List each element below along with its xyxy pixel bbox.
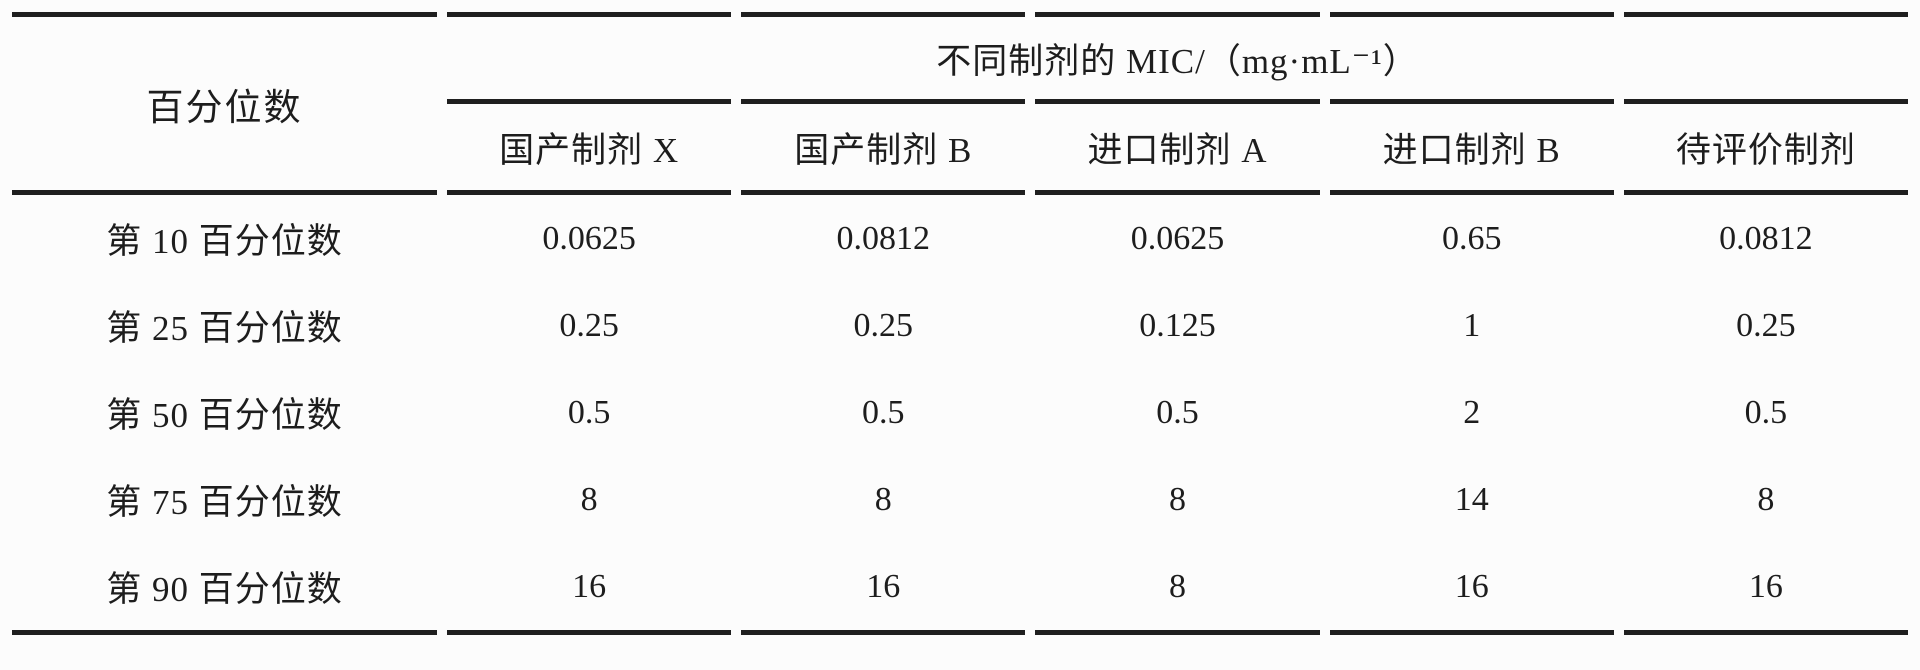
rule-mid-segment bbox=[447, 99, 732, 104]
cell-value: 16 bbox=[572, 567, 607, 605]
cell-value: 0.0625 bbox=[1130, 219, 1225, 257]
cell-value: 0.5 bbox=[567, 393, 611, 431]
cell-value: 0.25 bbox=[559, 306, 619, 344]
rule-mid-segment bbox=[1329, 99, 1614, 104]
cell-value: 0.25 bbox=[1736, 306, 1796, 344]
row-label: 第 25 百分位数 bbox=[106, 309, 343, 348]
cell-value: 0.125 bbox=[1139, 306, 1216, 344]
cell-value: 0.5 bbox=[1744, 393, 1788, 431]
rule-header-segment bbox=[1623, 190, 1908, 195]
rule-top-segment bbox=[1035, 12, 1320, 17]
row-label: 第 90 百分位数 bbox=[106, 570, 343, 609]
cell-value: 0.5 bbox=[862, 393, 905, 431]
cell-value: 14 bbox=[1454, 480, 1489, 518]
rule-bottom-segment bbox=[1623, 630, 1908, 635]
column-header: 国产制剂 X bbox=[499, 130, 680, 170]
rule-mid-segment bbox=[741, 99, 1026, 104]
cell-value: 8 bbox=[1168, 480, 1186, 518]
rule-bottom-segment bbox=[1035, 630, 1320, 635]
cell-value: 0.0812 bbox=[836, 219, 931, 257]
rule-top-segment bbox=[741, 12, 1026, 17]
rule-bottom-segment bbox=[12, 630, 437, 635]
rule-header-segment bbox=[1035, 190, 1320, 195]
rule-top-segment bbox=[447, 12, 732, 17]
cell-value: 0.65 bbox=[1441, 219, 1502, 257]
rule-top-segment bbox=[1623, 12, 1908, 17]
span-header: 不同制剂的 MIC/（mg·mL⁻¹） bbox=[936, 41, 1419, 81]
rule-header-segment bbox=[447, 190, 732, 195]
column-header: 进口制剂 A bbox=[1087, 130, 1268, 170]
cell-value: 8 bbox=[580, 480, 598, 518]
corner-header: 百分位数 bbox=[146, 87, 303, 129]
cell-value: 0.0812 bbox=[1719, 219, 1813, 257]
rule-mid-segment bbox=[1035, 99, 1320, 104]
cell-value: 1 bbox=[1463, 306, 1481, 344]
rule-bottom-segment bbox=[741, 630, 1026, 635]
column-header: 国产制剂 B bbox=[794, 130, 973, 170]
rule-top-segment bbox=[1329, 12, 1614, 17]
rule-bottom-segment bbox=[447, 630, 732, 635]
column-header: 进口制剂 B bbox=[1382, 130, 1561, 170]
rule-header-segment bbox=[741, 190, 1026, 195]
row-label: 第 50 百分位数 bbox=[106, 396, 343, 435]
cell-value: 8 bbox=[874, 480, 892, 518]
cell-value: 8 bbox=[1168, 567, 1186, 605]
rule-bottom-segment bbox=[1329, 630, 1614, 635]
rule-header-segment bbox=[1329, 190, 1614, 195]
rule-header-segment bbox=[12, 190, 437, 195]
table-grid: 百分位数 不同制剂的 MIC/（mg·mL⁻¹） 国产制剂 X 国产制剂 B 进… bbox=[12, 12, 1908, 635]
row-label: 第 10 百分位数 bbox=[106, 222, 343, 261]
cell-value: 8 bbox=[1757, 480, 1775, 518]
cell-value: 0.25 bbox=[853, 306, 914, 344]
cell-value: 16 bbox=[1748, 567, 1783, 605]
rule-top-segment bbox=[12, 12, 437, 17]
cell-value: 2 bbox=[1463, 393, 1481, 431]
cell-value: 0.0625 bbox=[542, 219, 636, 257]
row-label: 第 75 百分位数 bbox=[106, 483, 343, 522]
cell-value: 16 bbox=[866, 567, 901, 605]
cell-value: 0.5 bbox=[1156, 393, 1199, 431]
rule-mid-segment bbox=[1623, 99, 1908, 104]
cell-value: 16 bbox=[1454, 567, 1489, 605]
column-header: 待评价制剂 bbox=[1675, 130, 1856, 170]
